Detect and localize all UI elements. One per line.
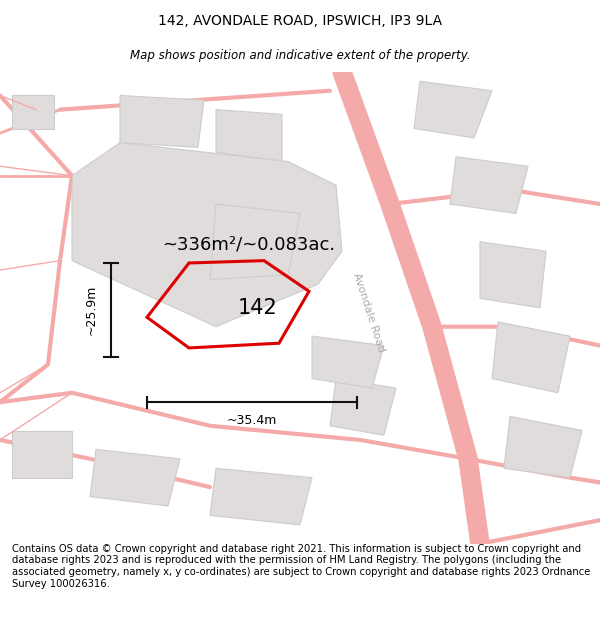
Polygon shape xyxy=(12,96,54,129)
Polygon shape xyxy=(210,204,300,279)
Polygon shape xyxy=(480,242,546,308)
Polygon shape xyxy=(414,81,492,138)
Polygon shape xyxy=(492,322,570,392)
Polygon shape xyxy=(330,379,396,435)
Polygon shape xyxy=(504,416,582,478)
Polygon shape xyxy=(120,96,204,148)
Text: ~35.4m: ~35.4m xyxy=(227,414,277,427)
Polygon shape xyxy=(450,157,528,213)
Polygon shape xyxy=(72,142,342,327)
Polygon shape xyxy=(90,449,180,506)
Text: Map shows position and indicative extent of the property.: Map shows position and indicative extent… xyxy=(130,49,470,62)
Text: 142: 142 xyxy=(238,298,278,318)
Polygon shape xyxy=(12,431,72,478)
Polygon shape xyxy=(216,109,282,161)
Polygon shape xyxy=(210,468,312,525)
Text: ~336m²/~0.083ac.: ~336m²/~0.083ac. xyxy=(162,235,335,253)
Text: Avondale Road: Avondale Road xyxy=(352,271,386,354)
Text: 142, AVONDALE ROAD, IPSWICH, IP3 9LA: 142, AVONDALE ROAD, IPSWICH, IP3 9LA xyxy=(158,14,442,28)
Text: Contains OS data © Crown copyright and database right 2021. This information is : Contains OS data © Crown copyright and d… xyxy=(12,544,590,589)
Text: ~25.9m: ~25.9m xyxy=(85,285,98,336)
Polygon shape xyxy=(312,336,384,388)
